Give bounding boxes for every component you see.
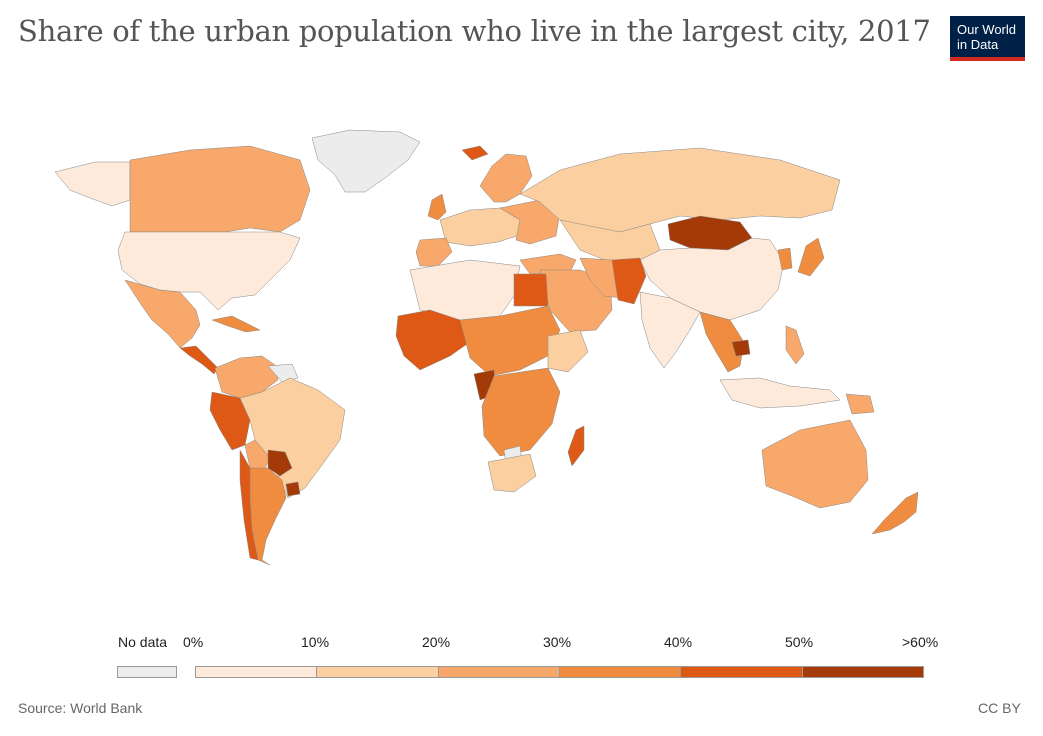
legend-tick-5: 50%: [785, 634, 814, 650]
region-east-africa[interactable]: [481, 367, 561, 457]
region-iceland[interactable]: [461, 145, 489, 161]
region-middle-east[interactable]: [539, 269, 613, 333]
legend-tick-4: 40%: [664, 634, 693, 650]
region-mainland-se-asia[interactable]: [699, 311, 745, 373]
region-korea[interactable]: [777, 247, 793, 271]
region-alaska[interactable]: [54, 161, 131, 207]
region-madagascar[interactable]: [567, 425, 585, 467]
world-map: [54, 129, 919, 566]
source-note: Source: World Bank: [18, 700, 143, 716]
logo-line-2: in Data: [957, 37, 999, 52]
legend-bin-3[interactable]: [558, 666, 682, 678]
region-australia[interactable]: [761, 419, 869, 509]
legend-color-scale: [195, 666, 924, 678]
region-west-africa[interactable]: [395, 309, 471, 371]
region-new-zealand[interactable]: [871, 491, 919, 535]
region-greenland[interactable]: [311, 129, 421, 193]
legend-bin-0[interactable]: [195, 666, 318, 678]
legend-bin-5[interactable]: [801, 666, 924, 678]
legend-nodata-swatch[interactable]: [117, 666, 177, 678]
region-egypt[interactable]: [513, 273, 549, 307]
legend-tick-3: 30%: [543, 634, 572, 650]
region-guianas[interactable]: [267, 363, 299, 383]
legend-tick-6: >60%: [902, 634, 939, 650]
region-cambodia[interactable]: [731, 339, 751, 357]
region-chile[interactable]: [239, 449, 259, 561]
legend-nodata-label: No data: [118, 634, 168, 650]
region-uk-ireland[interactable]: [427, 193, 447, 221]
region-bolivia[interactable]: [244, 439, 271, 471]
region-afghanistan-pakistan[interactable]: [611, 257, 647, 305]
region-papua-new-guinea[interactable]: [845, 393, 875, 415]
region-turkey[interactable]: [519, 253, 577, 275]
region-caribbean[interactable]: [211, 315, 261, 333]
logo-line-1: Our World: [957, 22, 1016, 37]
region-uruguay[interactable]: [285, 481, 301, 497]
region-canada[interactable]: [129, 145, 311, 233]
legend-bin-1[interactable]: [316, 666, 439, 678]
region-iberia[interactable]: [415, 237, 453, 267]
region-japan[interactable]: [797, 237, 825, 277]
map-legend: No data 0% 10% 20% 30% 40% 50% >60%: [0, 620, 1043, 690]
region-south-africa[interactable]: [487, 453, 537, 493]
region-united-states[interactable]: [117, 231, 301, 311]
license-link[interactable]: CC BY: [978, 700, 1021, 716]
region-mexico[interactable]: [124, 279, 201, 349]
legend-tick-0: 0%: [183, 634, 204, 650]
region-india[interactable]: [639, 291, 701, 369]
chart-title: Share of the urban population who live i…: [18, 14, 931, 48]
legend-tick-2: 20%: [422, 634, 451, 650]
region-indonesia[interactable]: [719, 377, 841, 409]
region-colombia-venezuela[interactable]: [214, 355, 279, 399]
legend-bin-4[interactable]: [680, 666, 803, 678]
region-paraguay[interactable]: [267, 449, 293, 477]
owid-logo[interactable]: Our World in Data: [950, 16, 1025, 61]
region-scandinavia[interactable]: [479, 153, 533, 203]
region-russia[interactable]: [519, 147, 841, 233]
region-philippines[interactable]: [785, 325, 805, 365]
region-central-america[interactable]: [179, 345, 219, 375]
region-western-europe[interactable]: [439, 207, 521, 247]
legend-bin-2[interactable]: [437, 666, 560, 678]
region-horn-of-africa[interactable]: [547, 329, 589, 373]
legend-tick-1: 10%: [301, 634, 330, 650]
